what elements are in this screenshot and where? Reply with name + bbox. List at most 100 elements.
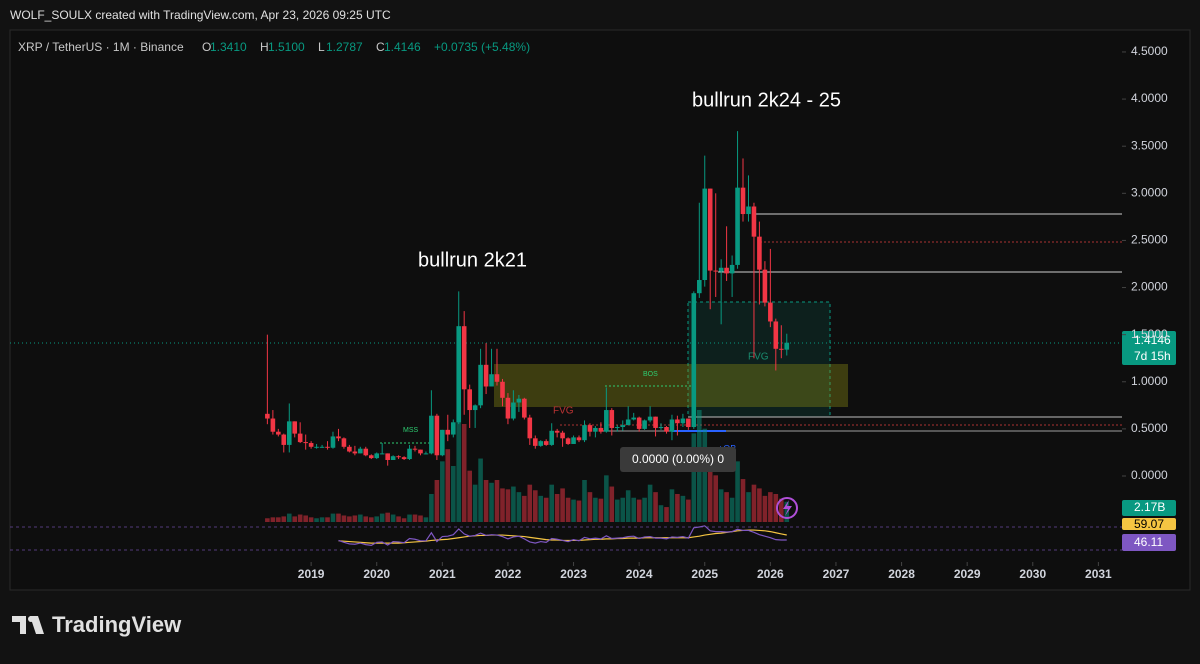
volume-bar <box>483 480 489 522</box>
volume-bar <box>456 410 462 522</box>
volume-bar <box>543 497 549 522</box>
volume-bar <box>746 492 751 522</box>
alert-icon[interactable] <box>776 497 798 519</box>
candle-body <box>669 419 675 432</box>
logo-mark <box>12 616 44 634</box>
candle-body <box>751 206 757 237</box>
candle-body <box>374 453 380 459</box>
volume-bar <box>576 500 582 522</box>
volume-bar <box>314 518 319 522</box>
volume-bar <box>467 470 472 522</box>
candle-body <box>385 453 390 460</box>
candle-body <box>418 449 423 454</box>
candle-body <box>773 321 779 349</box>
volume-bar <box>571 499 576 522</box>
alert-icon-bolt <box>783 500 792 516</box>
volume-bar <box>593 497 598 522</box>
volume-box <box>1122 500 1176 516</box>
candle-body <box>511 402 516 419</box>
candle-body <box>686 418 691 428</box>
candle-body <box>461 326 467 390</box>
y-tick-label: 4.5000 <box>1131 44 1168 58</box>
volume-bar <box>522 495 527 522</box>
volume-bar <box>751 484 757 522</box>
candle-body <box>483 364 489 387</box>
volume-bar <box>625 490 631 522</box>
candle-body <box>647 416 653 421</box>
annotation: MSS <box>403 427 419 434</box>
candle-body <box>625 419 631 426</box>
candle-body <box>740 187 746 215</box>
volume-bar <box>615 499 620 522</box>
candle-body <box>412 448 418 450</box>
y-tick-label: 3.5000 <box>1131 138 1168 152</box>
candle-body <box>368 455 374 459</box>
candle-body <box>472 405 478 411</box>
volume-bar <box>686 499 691 522</box>
candle-body <box>286 421 292 445</box>
y-tick-label: 2.0000 <box>1131 280 1168 294</box>
legend-change: +0.0735 (+5.48%) <box>434 40 530 54</box>
candle-body <box>762 269 768 303</box>
annotation: FVG <box>748 352 769 363</box>
x-tick-label: 2031 <box>1085 567 1112 581</box>
candle-body <box>308 443 314 447</box>
volume-bar <box>757 488 762 522</box>
legend-key: H <box>260 40 269 54</box>
candle-body <box>505 397 511 419</box>
volume-bar <box>445 449 451 522</box>
rsi-ma-box <box>1122 518 1176 530</box>
ohlc-legend: O1.3410 H 1.5100 L 1.2787 C 1.4146 +0.0735 (+5.… <box>202 40 530 54</box>
crosshair-label: 0.0000 (0.00%) 0 <box>632 452 724 466</box>
volume-bar <box>401 518 407 522</box>
volume-bar <box>620 497 626 522</box>
y-tick-label: 1.0000 <box>1131 374 1168 388</box>
volume-bar <box>604 475 609 522</box>
chart-frame <box>9 29 1191 591</box>
volume-bar <box>358 514 363 522</box>
y-tick-label: 4.0000 <box>1131 91 1168 105</box>
candle-body <box>532 438 538 446</box>
volume-bar <box>423 517 429 522</box>
volume-bar <box>702 428 708 522</box>
candle-body <box>724 267 729 274</box>
volume-bar <box>762 495 768 522</box>
candle-body <box>434 415 440 456</box>
y-tick-label: 3.0000 <box>1131 185 1168 199</box>
attribution: WOLF_SOULX created with TradingView.com,… <box>10 8 391 22</box>
candle-body <box>691 293 697 428</box>
volume-bar <box>669 489 675 522</box>
candle-body <box>396 456 401 458</box>
volume-bar <box>303 515 308 522</box>
candle-body <box>675 419 680 424</box>
volume-bar <box>609 486 615 522</box>
candle-body <box>401 457 407 460</box>
volume-bar <box>297 514 303 522</box>
volume-bar <box>768 492 773 522</box>
candle-body <box>642 420 647 429</box>
volume-bar <box>500 488 505 522</box>
x-tick-label: 2023 <box>560 567 587 581</box>
x-tick-label: 2026 <box>757 567 784 581</box>
volume-bar <box>319 517 325 522</box>
volume-bar <box>292 516 298 522</box>
candle-body <box>467 389 472 411</box>
volume-bar <box>707 461 713 522</box>
volume-bar <box>724 492 729 522</box>
candle-body <box>713 270 719 272</box>
candle-body <box>500 381 505 398</box>
logo-text: TradingView <box>52 612 182 637</box>
candle-body <box>341 438 347 447</box>
legend-value: 1.5100 <box>268 40 305 54</box>
x-tick-label: 2030 <box>1019 567 1046 581</box>
candle-body <box>598 427 604 432</box>
annotation: FVG <box>553 406 574 417</box>
x-tick-label: 2027 <box>823 567 850 581</box>
candle-body <box>456 326 462 423</box>
candle-body <box>363 448 369 456</box>
volume-bar <box>325 517 330 522</box>
candle-body <box>620 425 626 428</box>
volume-bar <box>527 484 533 522</box>
candle-body <box>352 451 358 454</box>
candle-body <box>549 430 554 445</box>
